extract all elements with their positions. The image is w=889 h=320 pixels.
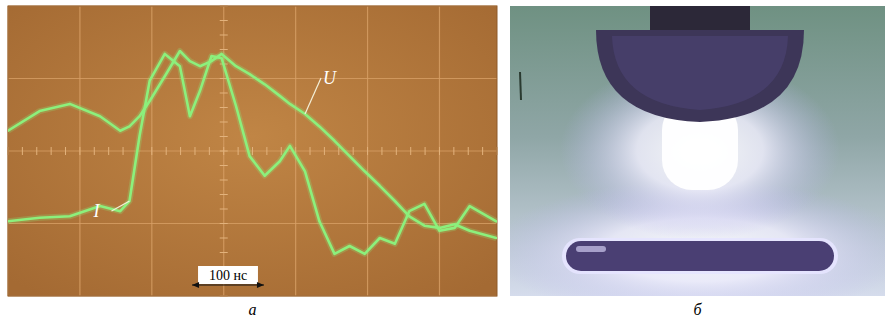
scale-bar xyxy=(192,284,264,285)
graticule-minor-ticks xyxy=(8,6,497,296)
lower-electrode xyxy=(566,241,834,271)
discharge-photo xyxy=(510,6,885,296)
label-leader xyxy=(305,78,321,114)
plot-frame xyxy=(8,6,497,296)
annotation-box xyxy=(198,266,258,284)
trace-line xyxy=(8,54,496,254)
traces xyxy=(8,51,496,254)
photo-detail xyxy=(520,72,521,100)
electrode-highlight xyxy=(576,246,606,252)
figure: U I 100 нс а б xyxy=(0,0,889,320)
trace-glow xyxy=(8,54,496,254)
series-label: U xyxy=(323,68,337,88)
ring-glow xyxy=(562,238,838,274)
grid-line-x xyxy=(151,6,152,296)
annotation-text: 100 нс xyxy=(209,268,247,283)
photo-background xyxy=(510,6,885,296)
plot-background xyxy=(8,6,497,296)
grid-line-x xyxy=(79,6,80,296)
scale-bar-arrows xyxy=(192,282,264,288)
upper-electrode xyxy=(596,30,804,122)
panel-label: а xyxy=(249,301,257,318)
panel-label: б xyxy=(693,301,702,318)
label-leader xyxy=(112,201,130,211)
series-label: I xyxy=(93,201,101,221)
grid-line-x xyxy=(439,6,440,296)
electrode-shade xyxy=(612,36,788,110)
